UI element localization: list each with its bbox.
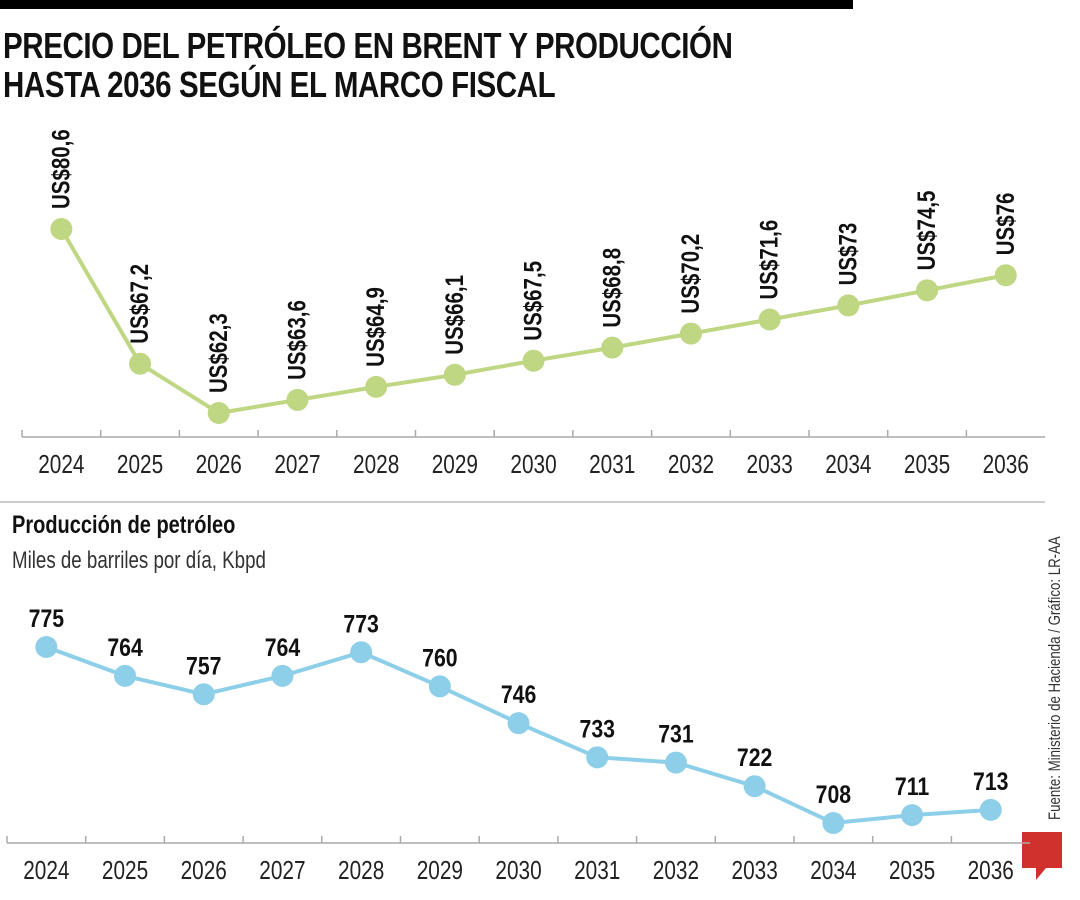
production-data-label: 708 bbox=[816, 780, 852, 808]
price-data-point bbox=[129, 352, 152, 375]
price-data-point bbox=[679, 322, 702, 345]
price-x-tick-label: 2029 bbox=[432, 450, 478, 479]
production-data-label: 722 bbox=[737, 744, 772, 772]
production-data-point bbox=[192, 683, 215, 706]
price-data-label: US$74,5 bbox=[912, 190, 940, 270]
price-x-tick-label: 2033 bbox=[747, 450, 793, 479]
production-x-tick-label: 2032 bbox=[653, 856, 699, 885]
production-data-point bbox=[901, 804, 924, 827]
production-data-point bbox=[271, 664, 294, 687]
production-data-point bbox=[428, 675, 451, 698]
price-x-tick-label: 2032 bbox=[668, 450, 714, 479]
price-data-point bbox=[916, 279, 939, 302]
price-x-tick-label: 2027 bbox=[274, 450, 320, 479]
production-data-label: 757 bbox=[186, 652, 221, 680]
price-data-label: US$62,3 bbox=[204, 313, 232, 393]
top-rule bbox=[0, 0, 853, 9]
price-data-label: US$67,2 bbox=[125, 264, 153, 344]
price-x-tick-label: 2034 bbox=[825, 450, 871, 479]
price-data-label: US$70,2 bbox=[676, 234, 704, 314]
production-x-tick-label: 2029 bbox=[417, 856, 463, 885]
production-data-label: 764 bbox=[265, 633, 301, 661]
production-data-label: 713 bbox=[973, 767, 1009, 795]
production-data-label: 711 bbox=[895, 772, 929, 800]
production-data-label: 760 bbox=[422, 644, 457, 672]
production-x-tick-label: 2028 bbox=[338, 856, 384, 885]
production-chart-title: Producción de petróleo bbox=[12, 511, 236, 539]
production-data-point bbox=[350, 641, 373, 664]
price-data-label: US$71,6 bbox=[755, 220, 783, 300]
price-data-point bbox=[758, 308, 781, 331]
price-data-point bbox=[207, 402, 230, 424]
production-x-tick-label: 2035 bbox=[889, 856, 935, 885]
production-data-label: 764 bbox=[107, 633, 143, 661]
price-x-tick-label: 2030 bbox=[510, 450, 556, 479]
production-data-point bbox=[979, 798, 1002, 821]
price-data-point bbox=[522, 349, 545, 372]
production-data-point bbox=[507, 712, 530, 735]
price-data-point bbox=[50, 218, 73, 240]
price-data-label: US$63,6 bbox=[282, 300, 310, 380]
production-x-tick-label: 2034 bbox=[810, 856, 856, 885]
price-x-tick-label: 2024 bbox=[38, 450, 84, 479]
price-data-label: US$73 bbox=[833, 223, 861, 286]
production-x-tick-label: 2025 bbox=[102, 856, 148, 885]
price-data-label: US$76 bbox=[991, 193, 1019, 256]
price-data-point bbox=[601, 336, 624, 359]
title-line-1: PRECIO DEL PETRÓLEO EN BRENT Y PRODUCCIÓ… bbox=[3, 25, 733, 66]
price-x-tick-label: 2028 bbox=[353, 450, 399, 479]
production-data-point bbox=[664, 751, 687, 774]
production-chart-subtitle: Miles de barriles por día, Kbpd bbox=[12, 547, 266, 574]
production-x-tick-label: 2031 bbox=[574, 856, 620, 885]
price-data-point bbox=[443, 363, 466, 386]
production-data-label: 746 bbox=[501, 681, 537, 709]
production-data-label: 773 bbox=[343, 610, 379, 638]
production-data-label: 733 bbox=[580, 715, 616, 743]
price-x-tick-label: 2031 bbox=[589, 450, 635, 479]
production-x-tick-label: 2027 bbox=[259, 856, 305, 885]
production-data-point bbox=[35, 636, 58, 658]
price-data-point bbox=[365, 375, 388, 398]
price-data-label: US$80,6 bbox=[46, 129, 74, 209]
production-data-point bbox=[114, 664, 137, 687]
price-data-point bbox=[286, 388, 309, 411]
price-data-point bbox=[837, 294, 860, 317]
production-data-point bbox=[743, 775, 766, 798]
price-x-tick-label: 2025 bbox=[117, 450, 163, 479]
page-title: PRECIO DEL PETRÓLEO EN BRENT Y PRODUCCIÓ… bbox=[3, 25, 733, 105]
price-data-label: US$67,5 bbox=[519, 261, 547, 341]
price-x-tick-label: 2026 bbox=[196, 450, 242, 479]
price-data-point bbox=[994, 264, 1017, 287]
production-x-tick-label: 2036 bbox=[968, 856, 1014, 885]
production-data-label: 731 bbox=[658, 720, 694, 748]
price-data-label: US$68,8 bbox=[597, 248, 625, 328]
lr-logo bbox=[1022, 832, 1062, 880]
production-x-tick-label: 2026 bbox=[181, 856, 227, 885]
price-data-label: US$66,1 bbox=[440, 275, 468, 355]
production-x-tick-label: 2033 bbox=[732, 856, 778, 885]
production-data-point bbox=[822, 812, 845, 834]
production-data-point bbox=[586, 746, 609, 769]
title-line-2: HASTA 2036 SEGÚN EL MARCO FISCAL bbox=[3, 64, 556, 105]
production-x-tick-label: 2024 bbox=[23, 856, 69, 885]
price-x-tick-label: 2035 bbox=[904, 450, 950, 479]
production-data-label: 775 bbox=[29, 604, 65, 632]
price-x-tick-label: 2036 bbox=[983, 450, 1029, 479]
production-x-tick-label: 2030 bbox=[495, 856, 541, 885]
price-data-label: US$64,9 bbox=[361, 287, 389, 367]
